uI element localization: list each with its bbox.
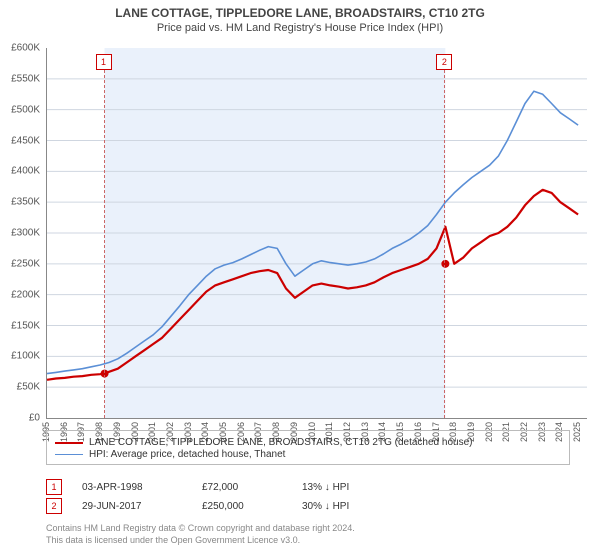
y-tick-label: £400K [11, 166, 40, 177]
event-vs-hpi: 30% ↓ HPI [302, 501, 349, 512]
event-vs-hpi: 13% ↓ HPI [302, 482, 349, 493]
y-tick-label: £450K [11, 135, 40, 146]
y-tick-label: £50K [17, 382, 40, 393]
title-main: LANE COTTAGE, TIPPLEDORE LANE, BROADSTAI… [0, 6, 600, 20]
plot-area [46, 48, 587, 419]
event-date: 29-JUN-2017 [82, 501, 182, 512]
plot-svg [47, 48, 587, 418]
footer-attribution: Contains HM Land Registry data © Crown c… [46, 522, 566, 546]
y-tick-label: £500K [11, 104, 40, 115]
y-tick-label: £300K [11, 228, 40, 239]
event-marker: 1 [46, 479, 62, 495]
marker-box-1: 1 [96, 54, 112, 70]
sale-events: 1 03-APR-1998 £72,000 13% ↓ HPI 2 29-JUN-2017… [46, 476, 566, 517]
event-price: £72,000 [202, 482, 282, 493]
event-marker: 2 [46, 498, 62, 514]
event-row: 2 29-JUN-2017 £250,000 30% ↓ HPI [46, 498, 566, 514]
marker-box-2: 2 [436, 54, 452, 70]
price-chart: 12£0£50K£100K£150K£200K£250K£300K£350K£4… [46, 48, 586, 418]
event-price: £250,000 [202, 501, 282, 512]
y-tick-label: £600K [11, 43, 40, 54]
legend-label: LANE COTTAGE, TIPPLEDORE LANE, BROADSTAI… [89, 437, 472, 448]
y-tick-label: £150K [11, 320, 40, 331]
sale-dot [101, 370, 109, 378]
event-row: 1 03-APR-1998 £72,000 13% ↓ HPI [46, 479, 566, 495]
legend-swatch [55, 454, 83, 455]
legend-box: LANE COTTAGE, TIPPLEDORE LANE, BROADSTAI… [46, 430, 570, 465]
legend-label: HPI: Average price, detached house, Than… [89, 449, 285, 460]
y-tick-label: £350K [11, 197, 40, 208]
marker-line-2 [444, 70, 445, 418]
chart-titles: LANE COTTAGE, TIPPLEDORE LANE, BROADSTAI… [0, 0, 600, 34]
y-tick-label: £550K [11, 73, 40, 84]
y-tick-label: £100K [11, 351, 40, 362]
marker-line-1 [104, 70, 105, 418]
x-tick-label: 2025 [572, 422, 582, 442]
legend-row: LANE COTTAGE, TIPPLEDORE LANE, BROADSTAI… [55, 437, 561, 448]
title-sub: Price paid vs. HM Land Registry's House … [0, 22, 600, 34]
y-tick-label: £200K [11, 289, 40, 300]
event-date: 03-APR-1998 [82, 482, 182, 493]
legend-swatch [55, 442, 83, 444]
y-tick-label: £0 [29, 413, 40, 424]
sale-dot [441, 260, 449, 268]
legend-row: HPI: Average price, detached house, Than… [55, 449, 561, 460]
footer-line1: Contains HM Land Registry data © Crown c… [46, 522, 566, 534]
footer-line2: This data is licensed under the Open Gov… [46, 534, 566, 546]
y-tick-label: £250K [11, 258, 40, 269]
